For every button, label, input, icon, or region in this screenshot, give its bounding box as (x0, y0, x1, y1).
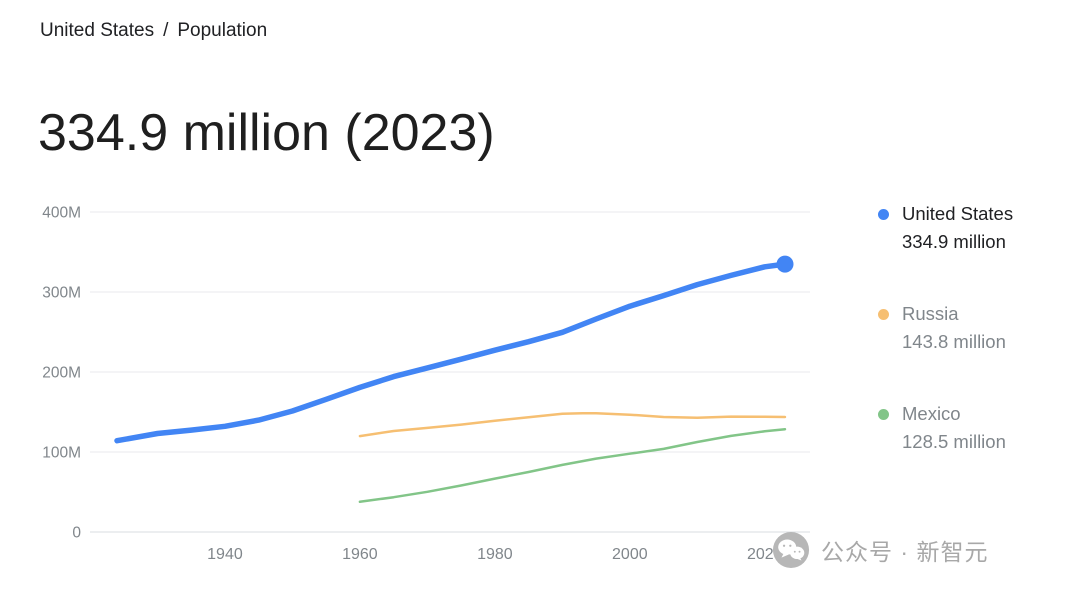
x-tick-label: 1980 (477, 546, 513, 563)
legend-name: Mexico (902, 403, 961, 424)
legend-value: 128.5 million (902, 431, 1006, 452)
legend-text: Mexico 128.5 million (902, 400, 1006, 456)
legend-dot-united-states (878, 209, 889, 220)
y-tick-label: 100M (42, 445, 81, 462)
y-tick-label: 400M (42, 205, 81, 222)
y-tick-label: 0 (72, 525, 81, 542)
page-title: 334.9 million (2023) (38, 104, 495, 162)
x-tick-label: 1940 (207, 546, 243, 563)
legend-value: 334.9 million (902, 231, 1006, 252)
legend-name: Russia (902, 303, 959, 324)
y-tick-label: 300M (42, 285, 81, 302)
legend-item-russia[interactable]: Russia 143.8 million (878, 300, 1068, 356)
series-line-russia (358, 411, 787, 438)
chart-area: 0 100M 200M 300M 400M 1940 1960 1980 2000 2020 (0, 195, 830, 580)
breadcrumb-attribute-link[interactable]: Population (177, 20, 268, 41)
breadcrumb: United States / Population (40, 20, 267, 42)
series-line-united-states (114, 261, 788, 444)
legend-item-united-states[interactable]: United States 334.9 million (878, 200, 1068, 256)
legend-text: United States 334.9 million (902, 200, 1013, 256)
series-line-mexico (358, 427, 787, 504)
wechat-icon (772, 531, 810, 569)
legend-item-mexico[interactable]: Mexico 128.5 million (878, 400, 1068, 456)
breadcrumb-entity-link[interactable]: United States (40, 20, 155, 41)
legend-dot-mexico (878, 409, 889, 420)
chart-legend: United States 334.9 million Russia 143.8… (878, 200, 1068, 500)
watermark-text: 公众号 · 新智元 (821, 539, 989, 565)
series-end-dot (776, 255, 794, 273)
legend-dot-russia (878, 309, 889, 320)
x-tick-label: 1960 (342, 546, 378, 563)
watermark: 公众号 · 新智元 (772, 531, 988, 569)
legend-name: United States (902, 203, 1014, 224)
legend-value: 143.8 million (902, 331, 1006, 352)
x-tick-label: 2000 (612, 546, 648, 563)
y-tick-label: 200M (42, 365, 81, 382)
legend-text: Russia 143.8 million (902, 300, 1006, 356)
breadcrumb-separator: / (163, 20, 169, 41)
